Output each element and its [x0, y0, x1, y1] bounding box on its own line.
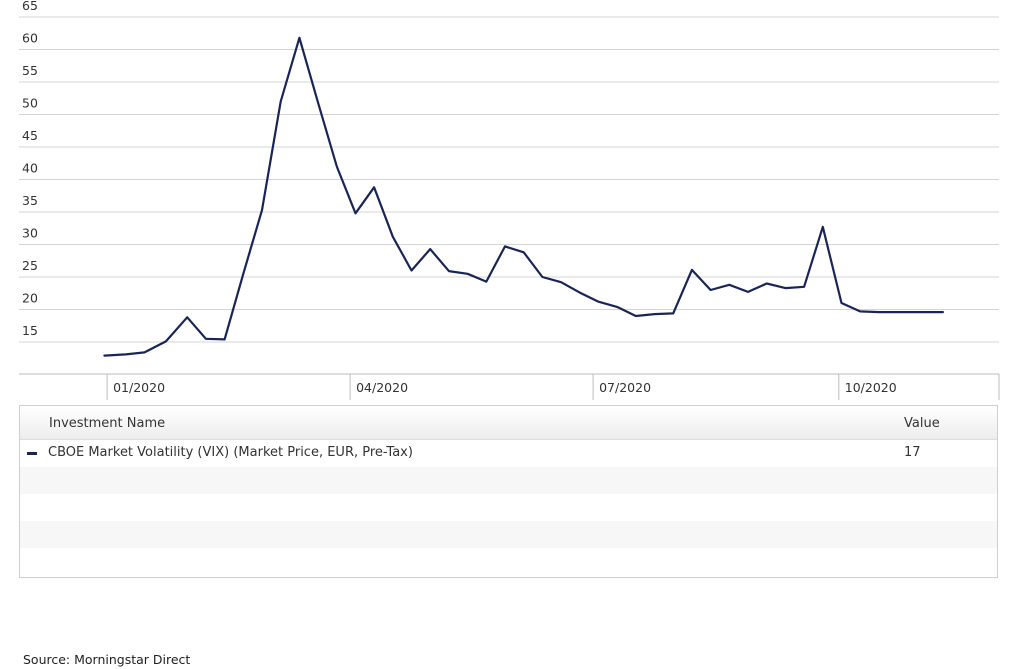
y-tick-label: 20	[22, 291, 38, 306]
x-tick-label: 04/2020	[356, 380, 408, 395]
x-axis: 01/2020 04/2020 07/2020 10/2020	[19, 373, 1000, 400]
series-line-vix	[103, 36, 945, 357]
y-axis-tick-labels: 15 20 25 30 35 40 45 50 55 60 65	[22, 0, 38, 338]
legend-series-value: 17	[904, 445, 921, 460]
legend-series-swatch	[27, 452, 37, 455]
source-note: Source: Morningstar Direct	[23, 652, 191, 667]
y-tick-label: 60	[22, 31, 38, 46]
y-tick-label: 30	[22, 226, 38, 241]
chart-gridlines	[19, 16, 999, 343]
y-tick-label: 55	[22, 63, 38, 78]
x-tick-label: 07/2020	[599, 380, 651, 395]
y-tick-label: 15	[22, 323, 38, 338]
vix-line-chart: 15 20 25 30 35 40 45 50 55 60 65 01/2020 04/2020 07/…	[19, 0, 1000, 400]
legend-table: Investment Name Value CBOE Market Volati…	[19, 405, 998, 578]
legend-empty-row	[20, 467, 997, 494]
y-tick-label: 45	[22, 128, 38, 143]
legend-empty-row	[20, 548, 997, 575]
y-tick-label: 40	[22, 161, 38, 176]
y-tick-label: 35	[22, 193, 38, 208]
legend-row: CBOE Market Volatility (VIX) (Market Pri…	[20, 440, 997, 467]
y-tick-label: 65	[22, 0, 38, 13]
legend-empty-row	[20, 521, 997, 548]
legend-header: Investment Name Value	[20, 406, 997, 440]
y-tick-label: 50	[22, 96, 38, 111]
y-tick-label: 25	[22, 258, 38, 273]
legend-header-name: Investment Name	[49, 416, 166, 431]
x-tick-label: 10/2020	[845, 380, 897, 395]
legend-empty-row	[20, 494, 997, 521]
x-tick-label: 01/2020	[113, 380, 165, 395]
chart-series	[103, 36, 945, 357]
legend-header-value: Value	[904, 416, 940, 431]
legend-series-name: CBOE Market Volatility (VIX) (Market Pri…	[48, 445, 413, 460]
